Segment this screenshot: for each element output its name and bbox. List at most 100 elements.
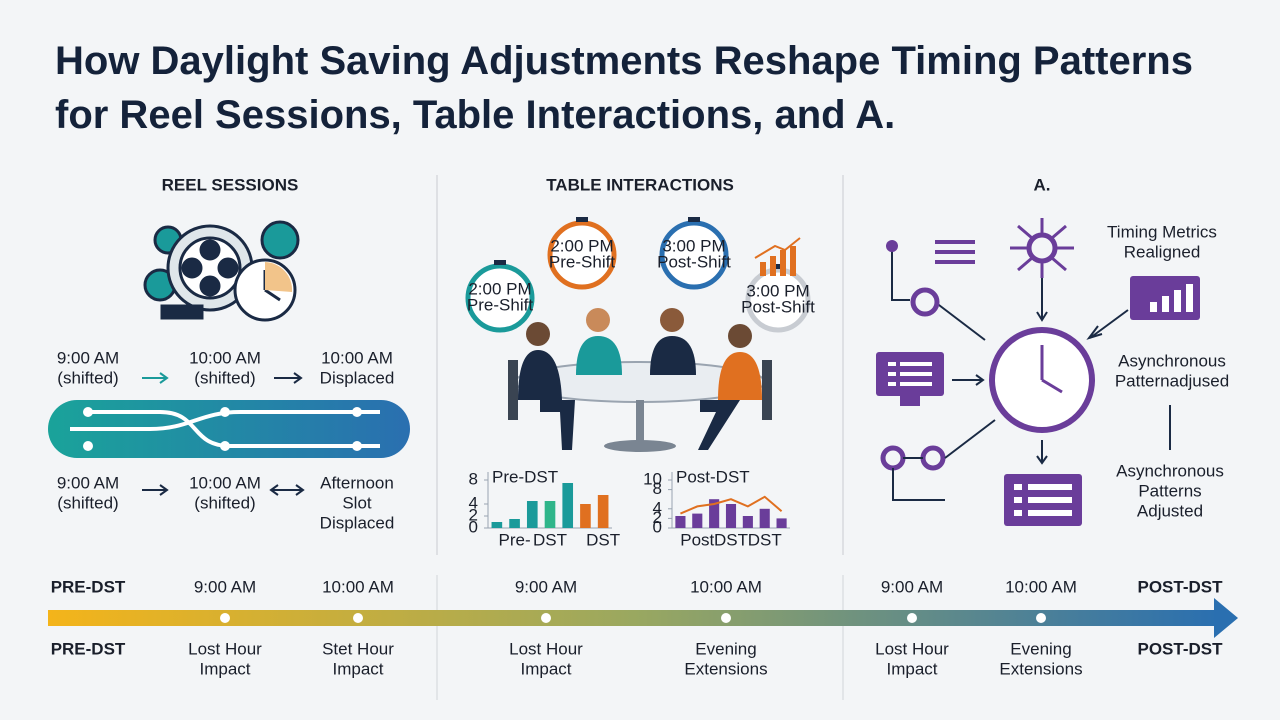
- timeline-top-label: 10:00 AM: [322, 577, 394, 596]
- icon-shape: [70, 410, 380, 431]
- icon-shape: [586, 308, 610, 332]
- icon-shape: [900, 372, 932, 376]
- icon-shape: [465, 263, 535, 333]
- icon-shape: [576, 336, 622, 375]
- icon-shape: [1150, 302, 1157, 312]
- icon-shape: [1014, 510, 1022, 516]
- timeline-bottom-label: Stet Hour: [322, 639, 394, 658]
- icon-group: [465, 220, 811, 333]
- reel-label: Slot: [342, 493, 372, 512]
- clock-label: 3:00 PM: [662, 236, 725, 255]
- icon-shape: [181, 257, 203, 279]
- reel-label: 10:00 AM: [321, 348, 393, 367]
- y-tick-label: 4: [469, 493, 478, 512]
- section-heading: TABLE INTERACTIONS: [546, 175, 734, 194]
- timeline-dot: [721, 613, 731, 623]
- reel-label: 10:00 AM: [189, 473, 261, 492]
- timeline-bottom-label: Evening: [1010, 639, 1071, 658]
- icon-shape: [1014, 484, 1022, 490]
- trend-line: [680, 495, 783, 515]
- chart-title: Post-DST: [676, 467, 750, 486]
- icon-shape: [650, 336, 696, 375]
- reel-label: Afternoon: [320, 473, 394, 492]
- timeline-bottom-label: Impact: [199, 659, 250, 678]
- timeline-bottom-label: Impact: [332, 659, 383, 678]
- icon-shape: [1174, 290, 1181, 312]
- icon-shape: [160, 304, 204, 320]
- bar: [725, 504, 737, 528]
- icon-group: [142, 372, 305, 496]
- a-label: Adjusted: [1137, 501, 1203, 520]
- bar: [759, 508, 770, 528]
- timeline-top-label: 10:00 AM: [1005, 577, 1077, 596]
- icon-shape: [269, 484, 305, 496]
- reel-label: (shifted): [57, 368, 118, 387]
- icon-shape: [1010, 218, 1074, 278]
- icon-shape: [780, 250, 786, 276]
- icon-shape: [217, 257, 239, 279]
- a-label: Timing Metrics: [1107, 222, 1217, 241]
- icon-shape: [48, 610, 1218, 626]
- section-heading: REEL SESSIONS: [162, 175, 299, 194]
- icon-shape: [178, 236, 242, 300]
- a-label: Asynchronous: [1118, 351, 1226, 370]
- y-tick-label: 8: [469, 469, 478, 488]
- icon-shape: [935, 260, 975, 264]
- icon-shape: [660, 308, 684, 332]
- timeline-bottom-label: Extensions: [999, 659, 1082, 678]
- bar: [562, 483, 574, 528]
- icon-shape: [1162, 296, 1169, 312]
- icon-shape: [142, 372, 169, 384]
- icon-shape: [199, 275, 221, 297]
- y-tick-label: 0: [469, 517, 478, 536]
- a-label: Patternadjused: [1115, 371, 1229, 390]
- clock-label: Pre-Shift: [467, 295, 533, 314]
- icon-shape: [754, 237, 801, 259]
- x-tick-label: DST: [714, 530, 748, 549]
- timeline-dot: [541, 613, 551, 623]
- icon-shape: [352, 441, 362, 451]
- timeline-dot: [1036, 613, 1046, 623]
- icon-shape: [1028, 510, 1072, 516]
- icon-shape: [540, 400, 575, 450]
- timeline-bottom-label: POST-DST: [1137, 639, 1223, 658]
- x-tick-label: DST: [533, 530, 567, 549]
- clock-label: 2:00 PM: [550, 236, 613, 255]
- icon-shape: [1026, 232, 1058, 264]
- icon-shape: [790, 246, 796, 276]
- icon-shape: [220, 441, 230, 451]
- icon-group: [760, 246, 796, 276]
- bar: [709, 499, 720, 528]
- clock-label: 3:00 PM: [746, 281, 809, 300]
- icon-shape: [494, 260, 506, 265]
- timeline-dot: [907, 613, 917, 623]
- timeline-bottom-label: Impact: [520, 659, 571, 678]
- clock-label: Post-Shift: [657, 252, 731, 271]
- chart-title: Pre-DST: [492, 467, 558, 486]
- icon-shape: [770, 256, 776, 276]
- timeline-top-label: 9:00 AM: [194, 577, 256, 596]
- icon-shape: [220, 407, 230, 417]
- x-tick-label: DST: [586, 530, 620, 549]
- reel-label: (shifted): [194, 368, 255, 387]
- icon-shape: [265, 262, 293, 292]
- icon-shape: [886, 240, 898, 252]
- icon-group: [143, 220, 300, 322]
- icon-shape: [698, 400, 740, 450]
- icon-shape: [1014, 497, 1022, 503]
- icon-shape: [688, 217, 700, 222]
- y-tick-label: 2: [469, 505, 478, 524]
- timeline-bottom-label: Impact: [886, 659, 937, 678]
- icon-shape: [760, 262, 766, 276]
- section-heading: A.: [1034, 175, 1051, 194]
- icon-shape: [508, 360, 518, 420]
- icon-shape: [1186, 284, 1193, 312]
- timeline-bottom-label: Evening: [695, 639, 756, 658]
- timeline-top-label: PRE-DST: [51, 577, 126, 596]
- icon-shape: [1214, 598, 1238, 638]
- icon-shape: [1036, 278, 1048, 322]
- icon-shape: [900, 382, 932, 386]
- icon-shape: [891, 246, 986, 341]
- icon-shape: [576, 217, 588, 222]
